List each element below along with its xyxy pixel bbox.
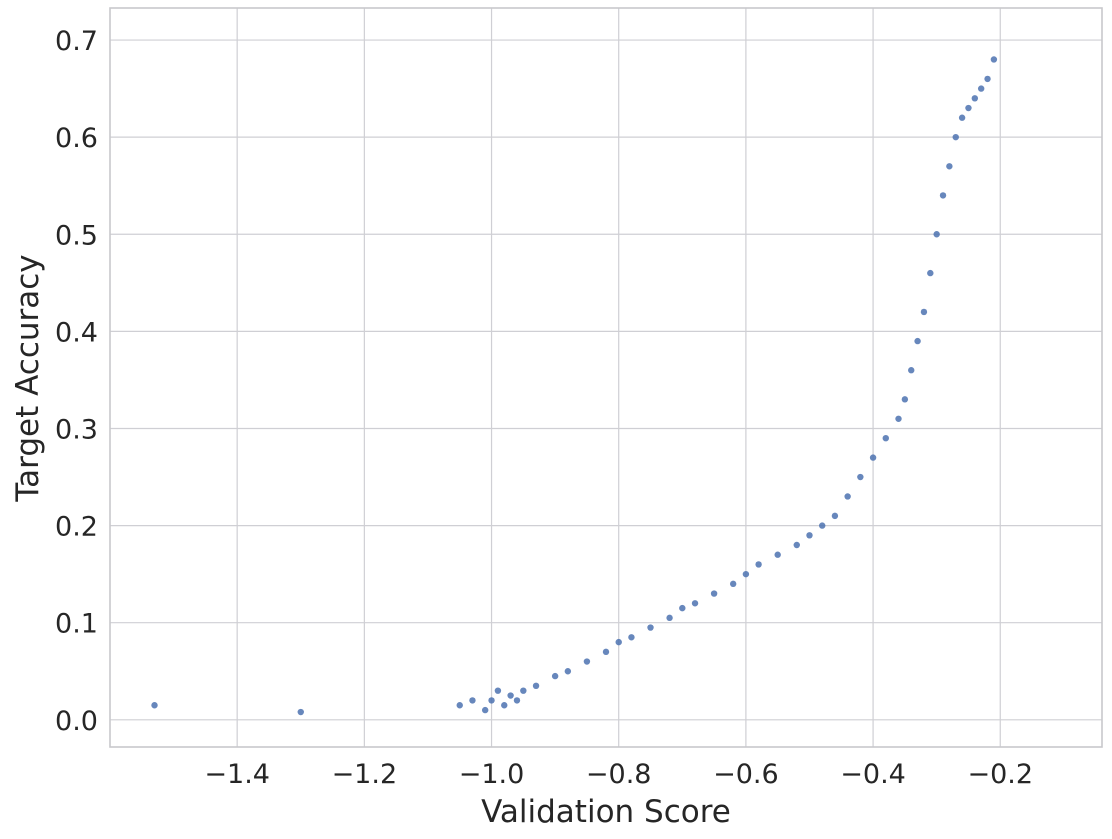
data-point [844, 493, 851, 500]
data-point [456, 702, 463, 709]
x-tick-label: −1.2 [332, 759, 398, 790]
data-point [564, 668, 572, 675]
y-tick-label: 0.1 [55, 609, 98, 640]
scatter-points [151, 56, 998, 716]
data-point [615, 638, 622, 646]
x-tick-labels: −1.4 −1.2 −1.0 −0.8 −0.6 −0.4 −0.2 [204, 759, 1033, 790]
data-point [819, 522, 826, 529]
data-point [965, 104, 972, 112]
y-tick-labels: 0.0 0.1 0.2 0.3 0.4 0.5 0.6 0.7 [55, 26, 98, 737]
data-point [520, 687, 527, 694]
data-point [647, 624, 654, 631]
data-point [494, 687, 502, 694]
data-point [666, 614, 673, 622]
y-tick-label: 0.2 [55, 512, 98, 543]
data-point [869, 454, 877, 461]
x-axis-label: Validation Score [481, 794, 731, 830]
data-point [895, 415, 902, 422]
data-point [710, 590, 718, 597]
data-point [691, 600, 699, 607]
data-point [742, 570, 750, 578]
data-point [908, 367, 915, 374]
data-point [532, 682, 540, 690]
data-point [469, 697, 476, 704]
data-point [914, 337, 921, 345]
data-point [946, 163, 953, 170]
data-point [901, 396, 909, 403]
data-point [501, 702, 508, 709]
data-point [551, 672, 559, 680]
data-point [882, 434, 889, 442]
data-point [513, 697, 521, 704]
x-tick-label: −0.4 [840, 759, 906, 790]
data-point [857, 473, 864, 481]
data-point [679, 604, 686, 612]
data-point [583, 658, 591, 665]
data-point [602, 648, 610, 656]
y-tick-label: 0.7 [55, 26, 98, 57]
y-tick-label: 0.0 [55, 706, 98, 737]
data-point [939, 192, 947, 199]
data-point [151, 702, 158, 709]
data-point [507, 692, 514, 699]
data-point [971, 95, 979, 102]
data-point [990, 56, 998, 63]
y-gridlines [110, 39, 1102, 721]
data-point [488, 697, 495, 704]
data-point [920, 308, 928, 316]
x-gridlines [236, 8, 1001, 747]
data-point [729, 580, 737, 588]
data-point [933, 231, 940, 238]
y-axis-label: Target Accuracy [10, 254, 46, 502]
x-tick-label: −1.0 [459, 759, 525, 790]
data-point [793, 541, 800, 549]
y-tick-label: 0.6 [55, 123, 98, 154]
x-tick-label: −0.6 [713, 759, 779, 790]
data-point [958, 114, 966, 121]
data-point [927, 269, 934, 277]
data-point [952, 133, 959, 141]
data-point [977, 85, 985, 92]
data-point [755, 561, 762, 568]
data-point [806, 532, 813, 539]
data-point [481, 706, 489, 714]
x-tick-label: −1.4 [204, 759, 270, 790]
y-tick-label: 0.5 [55, 220, 98, 251]
data-point [831, 512, 839, 520]
data-point [628, 634, 635, 641]
x-tick-label: −0.8 [586, 759, 652, 790]
data-point [297, 708, 304, 716]
x-tick-label: −0.2 [967, 759, 1033, 790]
data-point [984, 75, 991, 83]
data-point [774, 551, 781, 558]
y-tick-label: 0.3 [55, 414, 98, 445]
plot-frame [109, 7, 1103, 748]
y-tick-label: 0.4 [55, 317, 98, 348]
